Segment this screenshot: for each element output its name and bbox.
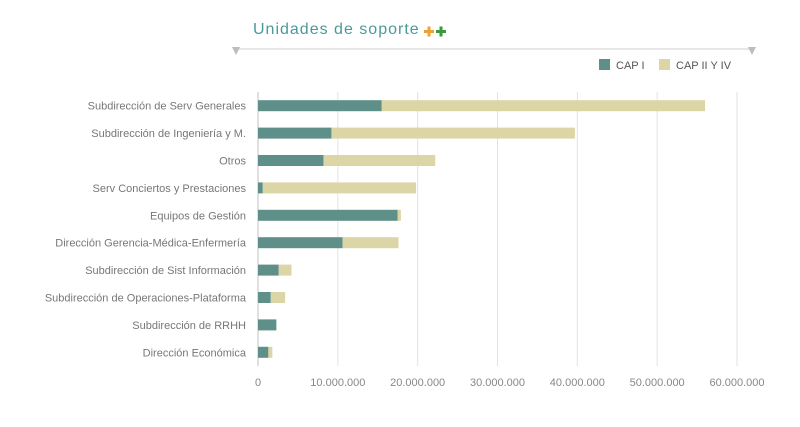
bar-cap-i xyxy=(258,346,269,358)
category-label: Subdirección de Ingeniería y M. xyxy=(91,128,246,140)
category-labels: Subdirección de Serv Generales Subdirecci… xyxy=(45,101,247,360)
legend-swatch xyxy=(599,59,610,70)
bar-cap-ii-iv xyxy=(342,237,399,249)
bar-cap-i xyxy=(258,237,343,249)
legend-swatch xyxy=(659,59,670,70)
x-tick-label: 20.000.000 xyxy=(390,377,445,389)
bars xyxy=(258,100,706,358)
category-label: Dirección Gerencia-Médica-Enfermería xyxy=(55,238,247,250)
bar-cap-i xyxy=(258,264,279,276)
category-label: Dirección Económica xyxy=(143,347,247,359)
bar-cap-i xyxy=(258,155,324,166)
category-label: Subdirección de Operaciones-Plataforma xyxy=(45,293,247,305)
bar-cap-ii-iv xyxy=(323,155,436,166)
bar-cap-ii-iv xyxy=(331,127,575,139)
title-divider xyxy=(232,47,756,55)
category-label: Equipos de Gestión xyxy=(150,210,246,222)
legend-label: CAP II Y IV xyxy=(676,60,732,72)
chart-title: Unidades de soporte xyxy=(253,21,420,38)
bar-cap-i xyxy=(258,292,271,303)
bar-cap-i xyxy=(258,319,277,331)
legend-label: CAP I xyxy=(616,60,645,72)
bar-cap-i xyxy=(258,127,332,139)
bar-cap-i xyxy=(258,100,382,112)
x-tick-label: 60.000.000 xyxy=(709,377,764,389)
category-label: Serv Conciertos y Prestaciones xyxy=(93,183,247,195)
category-label: Subdirección de Serv Generales xyxy=(88,101,247,113)
bar-cap-ii-iv xyxy=(397,209,401,221)
bar-cap-i xyxy=(258,209,398,221)
legend: CAP I CAP II Y IV xyxy=(599,59,732,72)
bar-cap-ii-iv xyxy=(262,182,417,194)
x-tick-label: 50.000.000 xyxy=(630,377,685,389)
x-tick-label: 0 xyxy=(255,377,261,389)
x-tick-label: 10.000.000 xyxy=(310,377,365,389)
x-tick-label: 30.000.000 xyxy=(470,377,525,389)
category-label: Otros xyxy=(219,156,246,168)
plus-plus-icon xyxy=(424,26,446,37)
bar-cap-ii-iv xyxy=(381,100,706,112)
category-label: Subdirección de RRHH xyxy=(132,320,246,332)
bar-cap-ii-iv xyxy=(268,346,273,358)
bar-cap-ii-iv xyxy=(270,292,286,303)
category-label: Subdirección de Sist Información xyxy=(85,265,246,277)
bar-cap-i xyxy=(258,182,263,194)
bar-cap-ii-iv xyxy=(278,264,292,276)
x-tick-label: 40.000.000 xyxy=(550,377,605,389)
x-tick-labels: 0 10.000.000 20.000.000 30.000.000 40.000.00… xyxy=(255,377,765,389)
